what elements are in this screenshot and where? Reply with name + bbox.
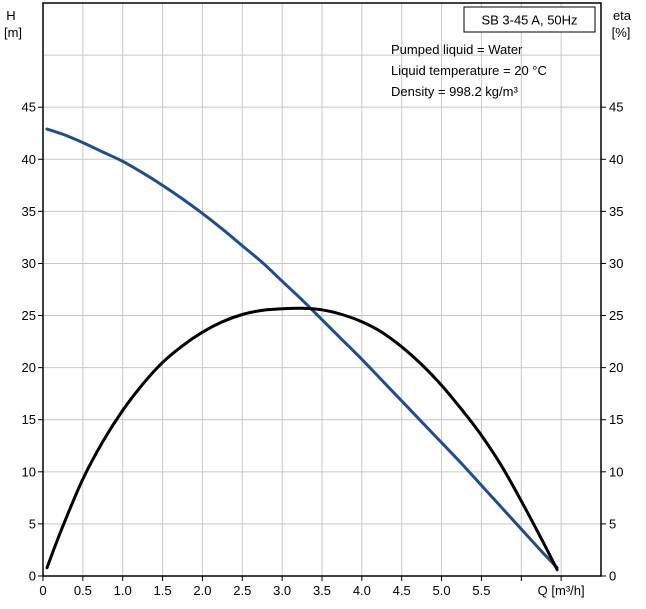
left-axis-tick-label: 35 xyxy=(22,204,36,219)
condition-line: Density = 998.2 kg/m³ xyxy=(391,84,518,99)
x-axis-tick-label: 5.0 xyxy=(433,583,451,598)
left-axis-tick-label: 15 xyxy=(22,412,36,427)
x-axis-tick-label: 3.0 xyxy=(273,583,291,598)
left-axis-tick-label: 45 xyxy=(22,100,36,115)
left-axis-tick-label: 40 xyxy=(22,152,36,167)
x-axis-tick-label: 5.5 xyxy=(472,583,490,598)
left-axis-tick-label: 0 xyxy=(29,569,36,584)
series-layer xyxy=(45,127,559,572)
left-axis-ticks: 0 5 10 15 20 25 30 35 40 45 xyxy=(22,100,43,584)
right-axis-tick-label: 5 xyxy=(609,516,616,531)
x-axis-tick-label: 2.0 xyxy=(193,583,211,598)
x-axis-tick-label: 0.5 xyxy=(74,583,92,598)
x-axis-tick-label: 4.5 xyxy=(393,583,411,598)
left-axis-tick-label: 20 xyxy=(22,360,36,375)
left-axis-label-line2: [m] xyxy=(4,25,22,40)
condition-line: Pumped liquid = Water xyxy=(391,42,523,57)
x-axis-tick-label: 2.5 xyxy=(233,583,251,598)
right-axis-tick-label: 10 xyxy=(609,464,623,479)
left-axis-tick-label: 30 xyxy=(22,256,36,271)
x-axis-ticks: 0 0.5 1.0 1.5 2.0 2.5 3.0 3.5 4.0 4.5 5.0 5.5 xyxy=(39,576,562,598)
right-axis-tick-label: 15 xyxy=(609,412,623,427)
conditions-text: Pumped liquid = Water Liquid temperature… xyxy=(391,42,547,99)
title-box-text: SB 3-45 A, 50Hz xyxy=(481,13,577,28)
right-axis-tick-label: 30 xyxy=(609,256,623,271)
right-axis-tick-label: 0 xyxy=(609,569,616,584)
right-axis-label: eta [%] xyxy=(612,8,632,40)
x-axis-tick-label: 1.0 xyxy=(114,583,132,598)
left-axis-tick-label: 10 xyxy=(22,464,36,479)
grid-layer xyxy=(43,3,601,576)
efficiency-curve xyxy=(45,306,559,572)
left-axis-label-line1: H xyxy=(6,8,15,23)
right-axis-tick-label: 45 xyxy=(609,100,623,115)
right-axis-tick-label: 20 xyxy=(609,360,623,375)
title-box-border xyxy=(463,6,596,33)
x-axis-tick-label: 4.0 xyxy=(353,583,371,598)
x-axis-tick-label: 0 xyxy=(39,583,46,598)
right-axis-tick-label: 25 xyxy=(609,308,623,323)
x-axis-tick-label: 3.5 xyxy=(313,583,331,598)
left-axis-label: H [m] xyxy=(4,8,22,40)
x-axis-label: Q [m³/h] xyxy=(538,583,585,598)
right-axis-tick-label: 40 xyxy=(609,152,623,167)
right-axis-label-line1: eta xyxy=(613,8,632,23)
x-axis-tick-label: 1.5 xyxy=(154,583,172,598)
right-axis-ticks: 0 5 10 15 20 25 30 35 40 45 xyxy=(601,100,623,584)
title-box: SB 3-45 A, 50Hz xyxy=(463,6,596,33)
left-axis-tick-label: 5 xyxy=(29,516,36,531)
head-curve xyxy=(45,127,559,570)
condition-line: Liquid temperature = 20 °C xyxy=(391,63,547,78)
right-axis-tick-label: 35 xyxy=(609,204,623,219)
right-axis-label-line2: [%] xyxy=(612,25,631,40)
left-axis-tick-label: 25 xyxy=(22,308,36,323)
